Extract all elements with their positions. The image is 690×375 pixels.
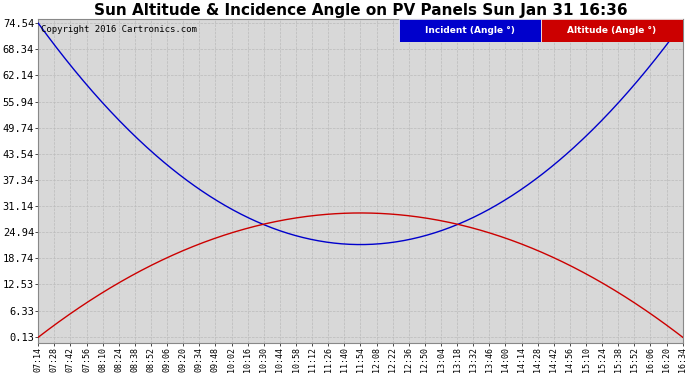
Text: Copyright 2016 Cartronics.com: Copyright 2016 Cartronics.com <box>41 26 197 34</box>
Title: Sun Altitude & Incidence Angle on PV Panels Sun Jan 31 16:36: Sun Altitude & Incidence Angle on PV Pan… <box>94 3 627 18</box>
